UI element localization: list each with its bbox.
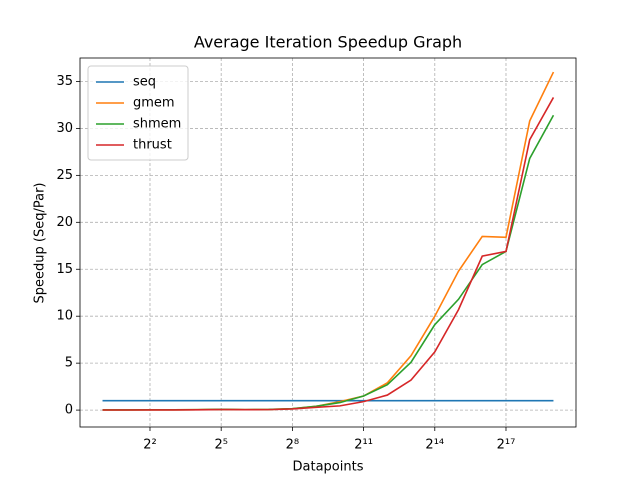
y-tick-label: 25 [56, 168, 73, 183]
y-tick-label: 20 [56, 215, 73, 230]
plot-frame [79, 57, 577, 428]
legend-label: seq [133, 75, 156, 90]
y-axis-label: Speedup (Seq/Par) [33, 183, 48, 304]
y-tick-label: 5 [65, 356, 73, 371]
x-tick-label: 2¹¹ [354, 438, 373, 453]
line-thrust [102, 97, 555, 411]
plot-lines [102, 71, 555, 411]
y-tick-label: 10 [56, 309, 73, 324]
y-tick-label: 35 [56, 74, 73, 89]
legend: seq gmem shmem thrust [87, 65, 189, 161]
x-tick-label: 2² [143, 438, 156, 453]
x-tick-label: 2¹⁷ [497, 438, 516, 453]
legend-label: gmem [133, 96, 175, 111]
legend-label: shmem [133, 117, 181, 132]
x-tick-label: 2⁵ [214, 438, 227, 453]
legend-box [87, 65, 189, 161]
x-axis-label: Datapoints [293, 460, 364, 475]
y-tick-label: 15 [56, 262, 73, 277]
legend-label: thrust [133, 138, 172, 153]
x-tick-label: 2⁸ [286, 438, 299, 453]
chart-title: Average Iteration Speedup Graph [194, 33, 462, 52]
y-tick-label: 0 [65, 403, 73, 418]
y-tick-label: 30 [56, 121, 73, 136]
x-tick-label: 2¹⁴ [425, 438, 444, 453]
